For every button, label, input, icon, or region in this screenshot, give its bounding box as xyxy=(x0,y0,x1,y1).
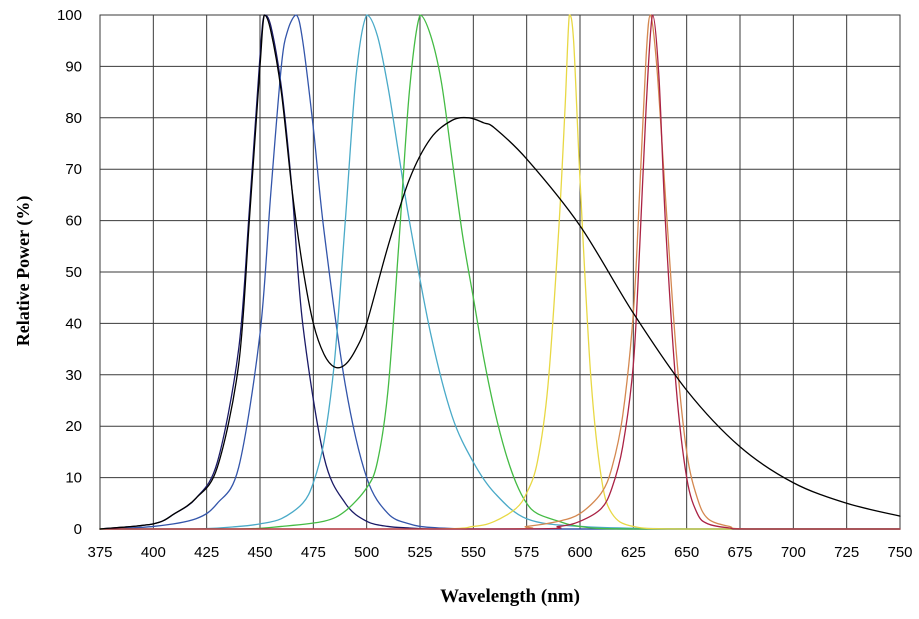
x-tick-label: 475 xyxy=(301,544,326,561)
series-line-7 xyxy=(99,14,901,530)
y-tick-label: 80 xyxy=(65,110,82,127)
x-axis-label: Wavelength (nm) xyxy=(440,586,580,607)
series-line-5 xyxy=(99,14,901,530)
x-tick-label: 750 xyxy=(887,544,912,561)
y-tick-label: 0 xyxy=(74,521,82,538)
x-tick-label: 375 xyxy=(87,544,112,561)
gridlines xyxy=(99,14,901,530)
x-tick-label: 700 xyxy=(781,544,806,561)
y-tick-label: 70 xyxy=(65,161,82,178)
x-tick-label: 725 xyxy=(834,544,859,561)
series-line-6 xyxy=(99,14,901,530)
y-axis-label: Relative Power (%) xyxy=(13,196,34,347)
x-tick-label: 675 xyxy=(727,544,752,561)
x-tick-label: 500 xyxy=(354,544,379,561)
data-series xyxy=(99,14,901,530)
x-tick-label: 575 xyxy=(514,544,539,561)
x-tick-label: 450 xyxy=(247,544,272,561)
y-tick-label: 100 xyxy=(57,7,82,24)
y-tick-label: 10 xyxy=(65,470,82,487)
x-tick-label: 650 xyxy=(674,544,699,561)
y-tick-label: 50 xyxy=(65,264,82,281)
series-line-3 xyxy=(99,14,901,530)
x-tick-label: 400 xyxy=(141,544,166,561)
series-line-4 xyxy=(99,14,901,530)
x-tick-label: 600 xyxy=(567,544,592,561)
y-tick-label: 40 xyxy=(65,315,82,332)
x-tick-label: 625 xyxy=(621,544,646,561)
y-tick-label: 90 xyxy=(65,58,82,75)
x-tick-label: 525 xyxy=(407,544,432,561)
x-tick-label: 550 xyxy=(461,544,486,561)
x-tick-label: 425 xyxy=(194,544,219,561)
tick-labels: 375 400 425 450 475 500 525 550 575 600 625 650 675 7… xyxy=(57,7,913,561)
y-tick-label: 30 xyxy=(65,367,82,384)
y-tick-label: 20 xyxy=(65,418,82,435)
y-tick-label: 60 xyxy=(65,213,82,230)
series-line-8 xyxy=(99,14,901,530)
